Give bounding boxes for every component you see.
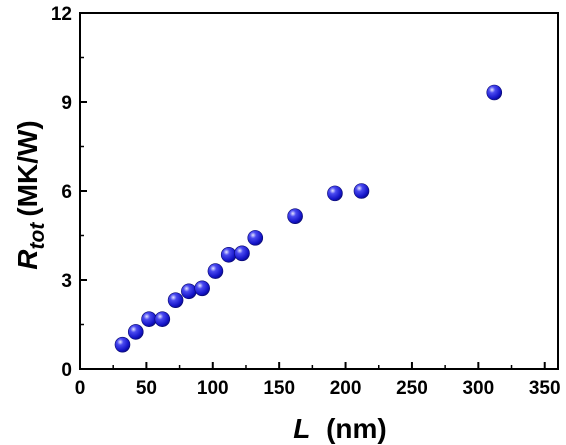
data-point <box>127 324 144 340</box>
data-point <box>486 84 503 101</box>
x-axis-symbol: L <box>293 413 310 444</box>
y-axis-ticks: 0 3 6 9 12 <box>51 4 87 381</box>
data-point <box>167 292 184 308</box>
y-axis-title: Rtot (MK/W) <box>12 120 49 269</box>
data-points <box>114 84 503 353</box>
x-axis-ticks: 0 50 100 150 200 250 300 350 <box>75 362 561 399</box>
data-point <box>353 183 370 199</box>
x-axis-title: L (nm) <box>293 413 387 444</box>
x-tick-label: 50 <box>136 378 157 399</box>
data-point <box>287 208 303 225</box>
x-tick-label: 100 <box>197 378 229 399</box>
y-tick-label: 0 <box>61 360 72 381</box>
data-point <box>181 283 197 300</box>
x-tick-label: 200 <box>330 378 362 399</box>
y-tick-label: 3 <box>61 271 72 292</box>
x-axis-unit: (nm) <box>326 413 387 444</box>
y-axis-symbol: R <box>12 249 43 270</box>
y-tick-label: 12 <box>51 4 72 25</box>
x-tick-label: 150 <box>263 378 295 399</box>
y-axis-subscript: tot <box>26 222 49 250</box>
y-tick-label: 6 <box>61 182 72 203</box>
data-point <box>327 185 343 202</box>
y-axis-unit: (MK/W) <box>12 120 43 216</box>
x-tick-label: 300 <box>462 378 494 399</box>
data-point <box>234 245 250 262</box>
y-tick-label: 9 <box>61 93 72 114</box>
data-point <box>141 311 157 327</box>
data-point <box>247 230 264 246</box>
data-point <box>207 263 224 279</box>
data-point <box>154 311 171 327</box>
data-point <box>114 336 131 353</box>
data-point <box>194 280 210 297</box>
data-point <box>220 246 237 263</box>
x-tick-label: 0 <box>75 378 86 399</box>
x-tick-label: 350 <box>529 378 561 399</box>
x-tick-label: 250 <box>396 378 428 399</box>
